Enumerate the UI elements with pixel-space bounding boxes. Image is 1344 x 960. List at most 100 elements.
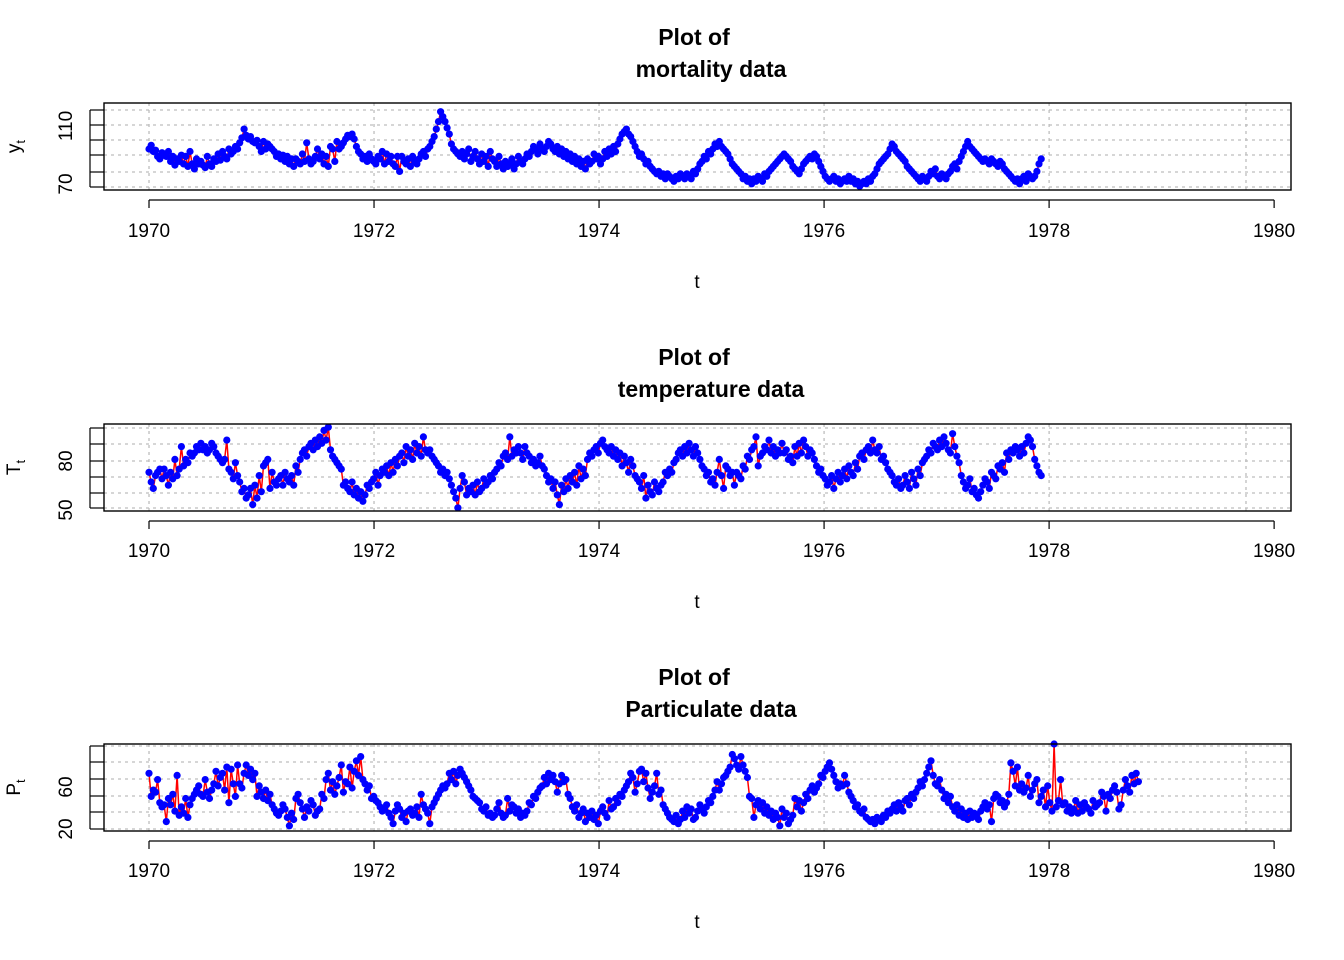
data-point	[231, 459, 239, 467]
data-point	[1013, 763, 1022, 771]
data-point	[521, 443, 529, 451]
data-point	[240, 484, 248, 492]
data-point	[164, 147, 172, 156]
x-tick-label: 1972	[353, 541, 395, 562]
data-point	[573, 801, 581, 809]
data-point	[739, 761, 747, 769]
data-point	[296, 799, 304, 807]
data-point	[234, 472, 242, 480]
data-point	[964, 481, 972, 489]
data-point	[333, 782, 341, 790]
data-point	[421, 152, 430, 160]
data-point	[765, 436, 773, 444]
data-point	[348, 784, 356, 792]
data-point	[657, 786, 665, 794]
data-point	[571, 468, 579, 476]
data-point	[309, 801, 317, 809]
data-point	[830, 771, 838, 780]
data-point	[434, 118, 443, 126]
data-point	[173, 771, 181, 780]
data-point	[745, 455, 754, 463]
data-point	[629, 773, 637, 782]
data-point	[249, 501, 257, 509]
data-point	[1003, 799, 1011, 807]
data-point	[778, 439, 786, 447]
data-point	[173, 472, 181, 480]
data-point	[337, 761, 345, 769]
x-tick-label: 1970	[128, 541, 170, 562]
data-point	[229, 780, 237, 788]
data-point	[549, 484, 557, 492]
data-point	[1026, 792, 1034, 801]
data-point	[426, 446, 434, 454]
data-point	[184, 813, 192, 822]
x-tick-label: 1974	[578, 221, 621, 242]
data-point	[238, 784, 246, 792]
data-point	[151, 788, 160, 796]
data-point	[1031, 455, 1039, 463]
data-point	[998, 459, 1006, 467]
data-point	[1037, 472, 1045, 480]
data-point	[741, 465, 749, 473]
data-point	[240, 125, 248, 133]
data-point	[864, 443, 873, 451]
data-point	[1057, 776, 1065, 784]
plot-frame	[103, 102, 1292, 191]
data-point	[393, 462, 401, 470]
data-point	[415, 443, 423, 451]
data-point	[303, 452, 311, 460]
chart-title-line1: Plot of	[658, 24, 730, 50]
data-point	[167, 468, 175, 476]
data-point	[782, 809, 790, 817]
data-point	[316, 805, 324, 813]
data-point	[249, 776, 257, 784]
data-point	[953, 165, 961, 173]
data-point	[888, 472, 896, 480]
data-point	[255, 782, 263, 790]
data-point	[288, 809, 296, 817]
series-line	[148, 109, 1042, 188]
y-tick-label: 20	[56, 818, 77, 839]
data-point	[212, 767, 220, 775]
data-point	[672, 455, 680, 463]
data-point	[627, 455, 635, 463]
data-point	[650, 478, 659, 486]
data-point	[361, 491, 369, 499]
panel-2: Plot of Particulate data 1970 1972 1974 1976 1…	[4, 664, 1295, 933]
data-point	[946, 449, 955, 457]
data-point	[743, 773, 752, 782]
data-point	[787, 452, 795, 460]
data-point	[1028, 443, 1037, 451]
data-point	[702, 155, 710, 163]
data-point	[551, 478, 559, 486]
data-point	[1028, 786, 1037, 794]
data-point	[400, 459, 408, 467]
data-point	[659, 478, 667, 486]
data-point	[214, 782, 222, 790]
data-point	[901, 472, 909, 480]
data-point	[987, 818, 996, 826]
grid	[104, 424, 1291, 511]
data-point	[648, 788, 656, 796]
data-point	[966, 475, 974, 483]
data-point	[715, 455, 723, 463]
data-point	[817, 465, 825, 473]
data-point	[342, 478, 350, 486]
data-point	[910, 475, 918, 483]
data-point	[741, 767, 749, 775]
data-point	[147, 478, 155, 486]
data-point	[970, 484, 978, 492]
data-point	[294, 468, 302, 476]
data-point	[854, 465, 862, 473]
data-point	[365, 484, 373, 492]
data-point	[441, 118, 449, 126]
x-tick-label: 1980	[1253, 861, 1295, 882]
data-point	[374, 481, 382, 489]
data-point	[171, 455, 179, 463]
data-point	[1022, 784, 1030, 792]
data-point	[387, 152, 395, 160]
data-point	[383, 801, 391, 809]
data-point	[350, 135, 358, 143]
data-point	[899, 807, 907, 815]
data-point	[236, 478, 244, 486]
